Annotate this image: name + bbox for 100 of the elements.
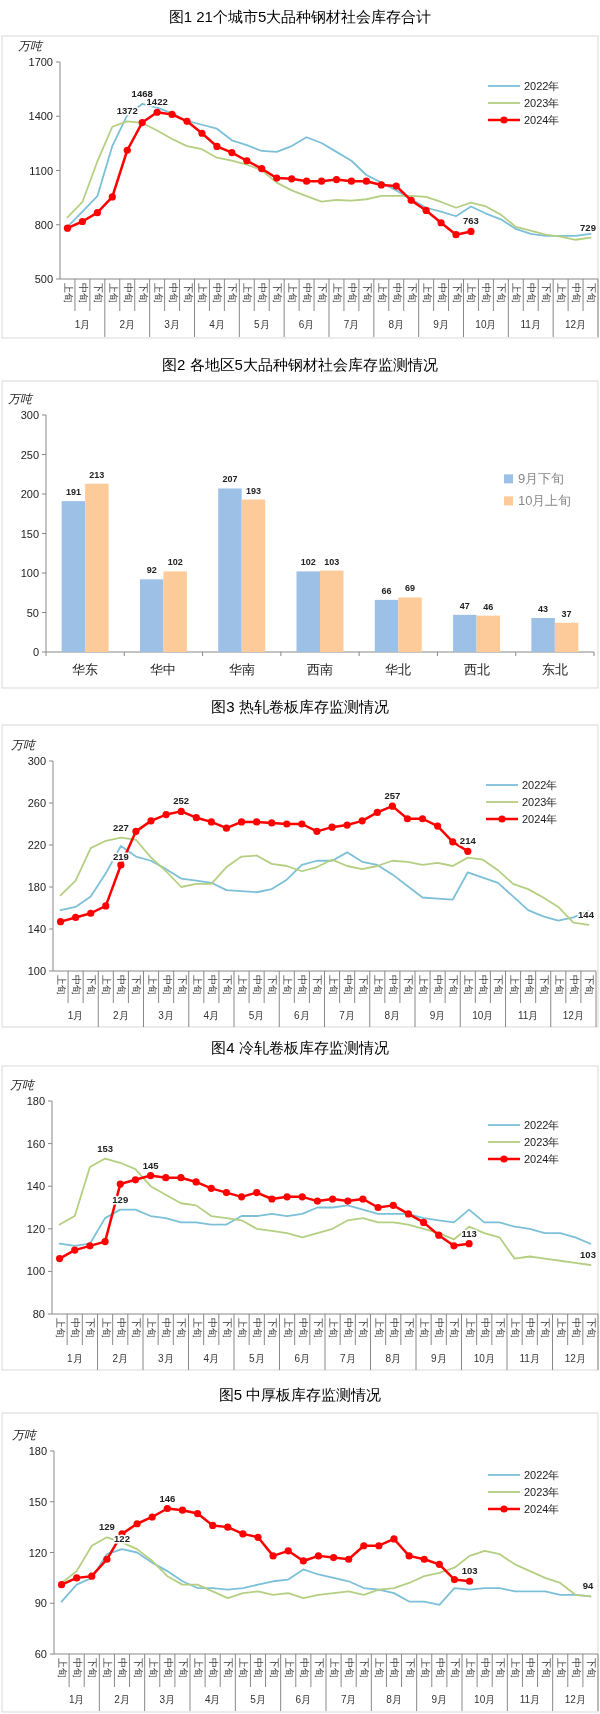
bar	[139, 579, 164, 652]
x-tick-label: 上旬	[197, 283, 209, 303]
point	[407, 196, 415, 204]
point	[209, 1521, 217, 1530]
bar	[85, 483, 109, 652]
point	[153, 108, 161, 116]
x-tick-label: 上旬	[238, 1658, 250, 1678]
x-tick-label: 中旬	[526, 283, 538, 303]
text: 7月	[343, 319, 360, 330]
y-tick-label: 180	[27, 881, 46, 893]
point	[302, 177, 311, 185]
text: 7月	[339, 1010, 355, 1021]
point	[147, 817, 155, 825]
point	[450, 1575, 459, 1584]
x-tick-label: 上旬	[421, 283, 433, 303]
x-tick-label: 华东	[72, 662, 99, 677]
x-tick-label: 下旬	[540, 1318, 552, 1338]
text: 8月	[386, 1694, 402, 1705]
y-tick-label: 220	[27, 839, 46, 851]
text: 4月	[204, 1694, 221, 1705]
x-tick-label: 下旬	[585, 1318, 597, 1338]
point	[146, 1171, 155, 1180]
x-tick-label: 上旬	[463, 975, 475, 995]
point	[88, 1572, 96, 1580]
y-tick-label: 120	[28, 1546, 47, 1559]
point	[420, 1555, 428, 1563]
x-tick-label: 下旬	[449, 1318, 461, 1338]
point	[313, 1197, 322, 1205]
x-tick-label: 上旬	[419, 1658, 431, 1678]
x-tick-label: 下旬	[176, 975, 188, 995]
x-tick-label: 中旬	[433, 975, 445, 995]
y-axis-title: 万吨	[18, 39, 44, 53]
point	[168, 110, 176, 119]
point	[63, 224, 72, 232]
x-tick-label: 上旬	[100, 1318, 112, 1338]
point	[253, 1188, 261, 1197]
point	[116, 1180, 124, 1188]
x-tick-label: 下旬	[92, 283, 104, 303]
point	[73, 1574, 81, 1582]
x-tick-label: 下旬	[359, 1658, 371, 1678]
x-tick-label: 中旬	[344, 1658, 356, 1678]
point	[298, 1193, 306, 1201]
x-tick-label: 上旬	[242, 283, 254, 303]
chart-title: 图4 冷轧卷板库存监测情况	[211, 1039, 389, 1056]
point	[102, 902, 110, 910]
point	[343, 821, 351, 829]
x-tick-label: 下旬	[541, 283, 553, 303]
text: 4月	[203, 1352, 220, 1364]
x-tick-label: 上旬	[556, 283, 568, 303]
text: 10月	[475, 319, 497, 330]
x-tick-label: 中旬	[72, 1658, 84, 1678]
legend-label: 10月上旬	[518, 493, 572, 509]
data-label: 146	[159, 1492, 176, 1504]
text: 1月	[68, 1694, 85, 1705]
x-tick-label: 上旬	[101, 975, 113, 995]
x-tick-label: 中旬	[161, 1318, 173, 1338]
point	[329, 1553, 338, 1562]
y-tick-label: 100	[20, 567, 39, 579]
text: 8月	[388, 319, 405, 330]
x-tick-label: 上旬	[327, 975, 339, 995]
data-label: 193	[245, 485, 261, 496]
x-tick-label: 下旬	[313, 1658, 325, 1678]
y-tick-label: 150	[20, 527, 39, 540]
point	[313, 827, 321, 835]
point	[288, 175, 296, 183]
bar	[453, 614, 477, 652]
x-tick-label: 上旬	[107, 283, 119, 303]
text: 10月	[472, 1010, 494, 1021]
x-tick-label: 下旬	[268, 1658, 280, 1678]
text: 5月	[253, 319, 270, 330]
legend-label: 2024年	[524, 114, 560, 126]
point	[284, 1547, 292, 1555]
data-label: 47	[459, 600, 470, 611]
point	[359, 1195, 367, 1203]
x-tick-label: 中旬	[206, 975, 218, 995]
bar	[163, 571, 187, 652]
x-tick-label: 上旬	[508, 975, 520, 995]
x-tick-label: 中旬	[389, 1658, 401, 1678]
data-label: 213	[89, 469, 105, 480]
point	[72, 913, 80, 922]
y-tick-label: 150	[28, 1495, 47, 1508]
text: 9月	[429, 1010, 446, 1021]
y-tick-label: 160	[26, 1137, 45, 1150]
point	[419, 1218, 428, 1227]
y-tick-label: 250	[20, 448, 39, 461]
x-tick-label: 上旬	[511, 283, 523, 303]
x-tick-label: 下旬	[495, 1658, 507, 1678]
point	[452, 231, 460, 239]
y-tick-label: 120	[26, 1222, 45, 1235]
x-tick-label: 上旬	[331, 283, 343, 303]
data-label: 102	[300, 557, 316, 568]
x-tick-label: 中旬	[116, 975, 128, 995]
legend-label: 2023年	[522, 796, 558, 808]
point	[373, 808, 381, 817]
y-tick-label: 300	[20, 409, 39, 421]
point	[358, 817, 366, 825]
text: 8月	[385, 1352, 402, 1364]
x-tick-label: 中旬	[257, 283, 269, 303]
point	[328, 823, 336, 831]
text: 12月	[564, 1694, 586, 1705]
